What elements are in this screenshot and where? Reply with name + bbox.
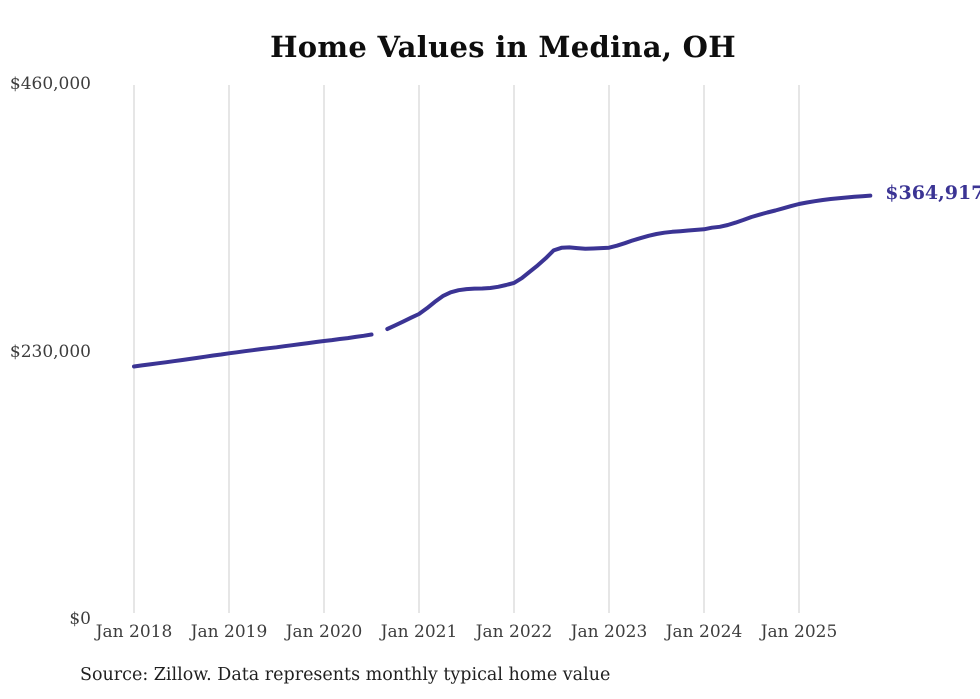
home-value-line	[385, 193, 873, 331]
home-value-line	[132, 332, 374, 369]
chart-title: Home Values in Medina, OH	[270, 30, 736, 64]
source-note: Source: Zillow. Data represents monthly …	[80, 665, 611, 685]
latest-value-label: $364,917	[885, 181, 980, 204]
